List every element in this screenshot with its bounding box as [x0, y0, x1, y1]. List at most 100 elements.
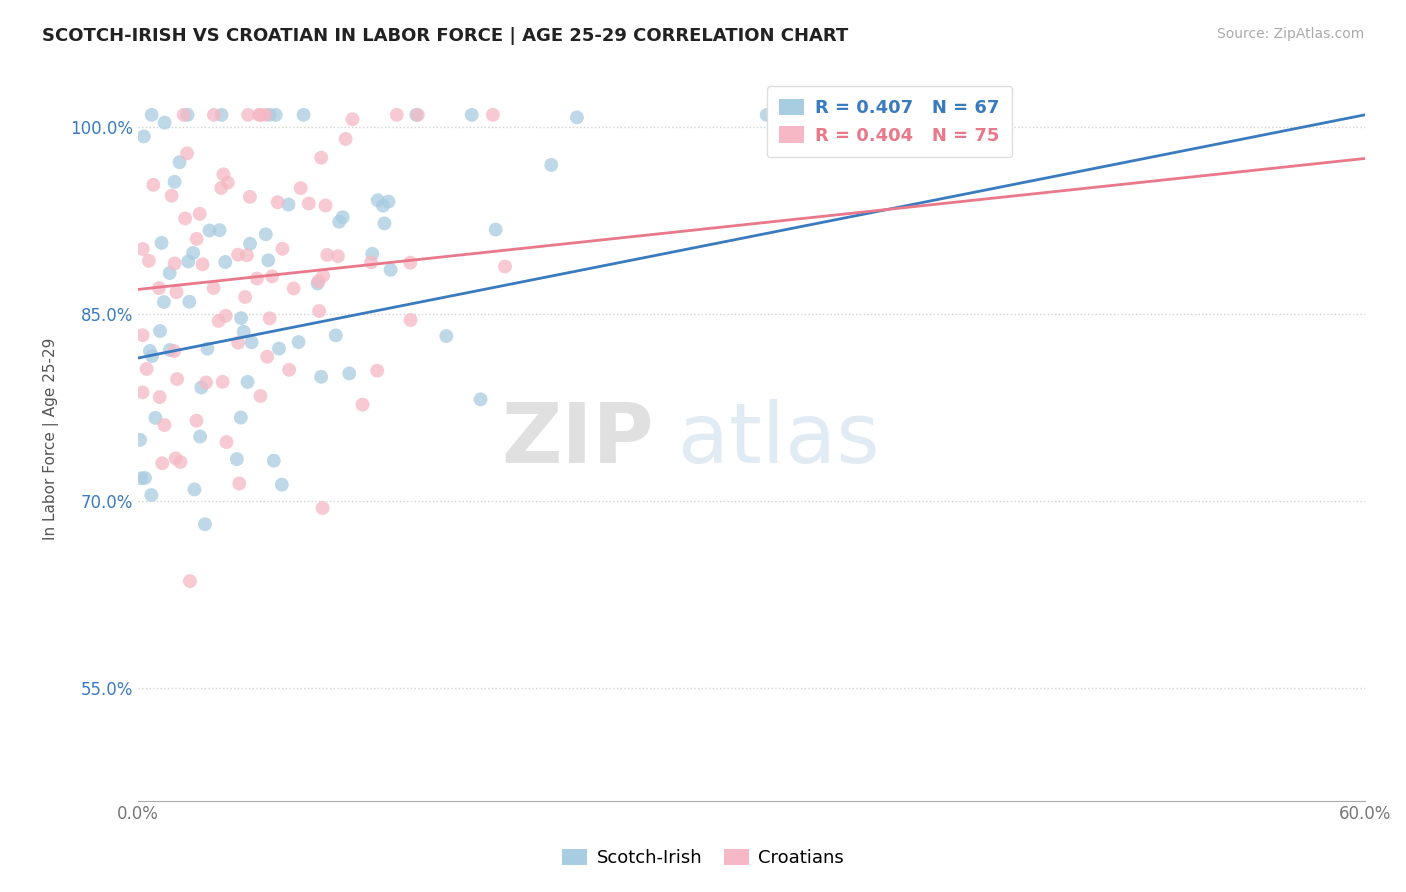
Point	[249, 108, 271, 122]
Point	[150, 235, 173, 250]
Point	[236, 375, 259, 389]
Point	[145, 410, 167, 425]
Point	[352, 398, 374, 412]
Point	[385, 108, 408, 122]
Point	[229, 311, 252, 326]
Point	[298, 196, 321, 211]
Point	[263, 453, 285, 467]
Point	[267, 342, 290, 356]
Point	[148, 281, 170, 295]
Point	[540, 158, 562, 172]
Point	[169, 455, 191, 469]
Point	[371, 199, 394, 213]
Point	[159, 343, 181, 357]
Point	[153, 295, 176, 310]
Text: atlas: atlas	[678, 399, 880, 480]
Point	[328, 215, 350, 229]
Point	[135, 362, 157, 376]
Point	[166, 372, 188, 386]
Point	[278, 363, 301, 377]
Point	[270, 477, 292, 491]
Point	[225, 452, 247, 467]
Point	[399, 256, 422, 270]
Point	[239, 190, 262, 204]
Point	[190, 380, 212, 394]
Point	[207, 314, 229, 328]
Point	[360, 255, 382, 269]
Point	[406, 108, 429, 122]
Point	[150, 456, 173, 470]
Point	[209, 181, 232, 195]
Point	[271, 242, 294, 256]
Point	[228, 476, 250, 491]
Point	[191, 257, 214, 271]
Point	[166, 285, 188, 300]
Point	[257, 253, 280, 268]
Point	[236, 248, 259, 262]
Point	[211, 375, 233, 389]
Point	[470, 392, 492, 407]
Point	[129, 471, 152, 485]
Point	[240, 335, 263, 350]
Point	[226, 335, 249, 350]
Point	[202, 281, 225, 295]
Point	[198, 223, 221, 237]
Point	[482, 108, 505, 122]
Legend: R = 0.407   N = 67, R = 0.404   N = 75: R = 0.407 N = 67, R = 0.404 N = 75	[766, 87, 1012, 157]
Point	[316, 248, 339, 262]
Point	[215, 309, 238, 323]
Point	[485, 222, 508, 236]
Point	[176, 108, 198, 122]
Point	[232, 325, 254, 339]
Point	[160, 188, 183, 202]
Point	[165, 451, 187, 466]
Point	[208, 223, 231, 237]
Y-axis label: In Labor Force | Age 25-29: In Labor Force | Age 25-29	[44, 338, 59, 541]
Point	[215, 435, 238, 450]
Point	[264, 108, 287, 122]
Point	[283, 281, 305, 295]
Point	[315, 198, 337, 212]
Point	[405, 108, 427, 122]
Point	[186, 232, 208, 246]
Point	[325, 328, 347, 343]
Legend: Scotch-Irish, Croatians: Scotch-Irish, Croatians	[555, 841, 851, 874]
Point	[197, 342, 219, 356]
Point	[367, 193, 389, 207]
Point	[308, 304, 330, 318]
Point	[259, 311, 281, 326]
Point	[202, 108, 225, 122]
Point	[173, 108, 195, 122]
Point	[195, 376, 218, 390]
Point	[247, 108, 270, 122]
Point	[129, 433, 152, 447]
Point	[138, 253, 160, 268]
Point	[214, 255, 236, 269]
Point	[254, 227, 277, 242]
Point	[311, 501, 333, 516]
Point	[290, 181, 312, 195]
Point	[132, 129, 155, 144]
Point	[131, 328, 153, 343]
Point	[153, 115, 176, 129]
Point	[494, 260, 516, 274]
Point	[153, 418, 176, 433]
Point	[149, 324, 172, 338]
Point	[169, 155, 191, 169]
Point	[399, 313, 422, 327]
Point	[188, 207, 211, 221]
Point	[342, 112, 364, 127]
Point	[373, 216, 395, 230]
Point	[174, 211, 197, 226]
Point	[183, 483, 205, 497]
Point	[308, 274, 330, 288]
Text: Source: ZipAtlas.com: Source: ZipAtlas.com	[1216, 27, 1364, 41]
Point	[177, 254, 200, 268]
Point	[287, 334, 309, 349]
Point	[194, 517, 217, 532]
Point	[149, 390, 172, 404]
Point	[249, 389, 271, 403]
Point	[188, 429, 211, 443]
Text: SCOTCH-IRISH VS CROATIAN IN LABOR FORCE | AGE 25-29 CORRELATION CHART: SCOTCH-IRISH VS CROATIAN IN LABOR FORCE …	[42, 27, 848, 45]
Point	[134, 471, 156, 485]
